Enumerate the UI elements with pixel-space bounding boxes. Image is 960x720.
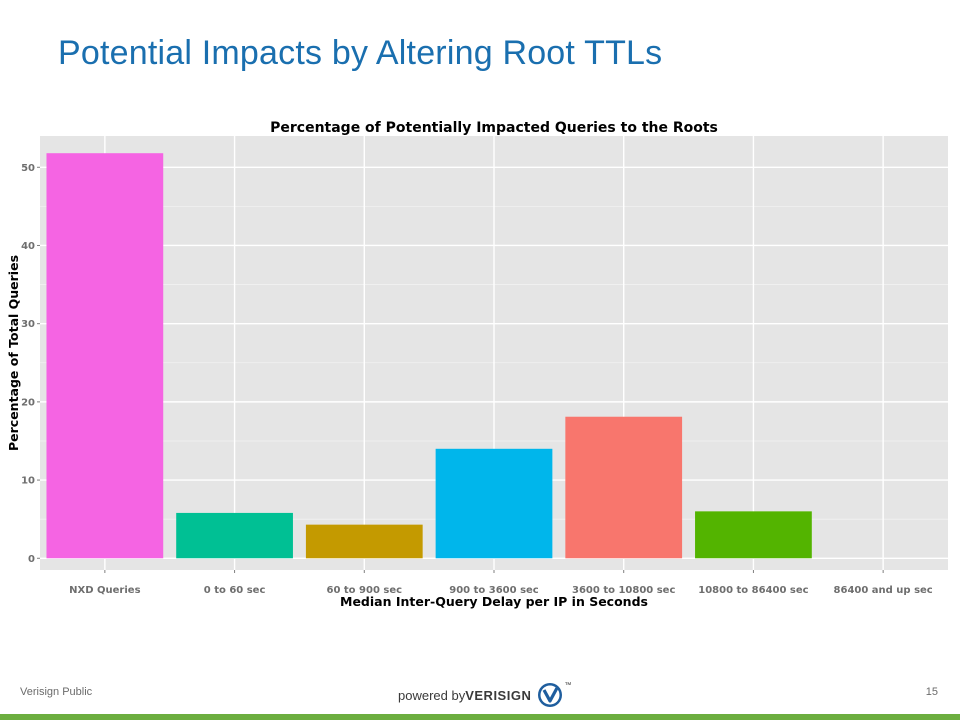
y-tick-label: 40: [21, 241, 35, 252]
x-tick-label: 0 to 60 sec: [204, 585, 266, 596]
x-axis: NXD Queries 0 to 60 sec 60 to 900 sec 900 t…: [69, 570, 933, 596]
y-tick-label: 50: [21, 163, 35, 174]
x-tick-label: 900 to 3600 sec: [449, 585, 539, 596]
x-tick-label: 10800 to 86400 sec: [698, 585, 808, 596]
bar-0-to-60-sec: [176, 512, 293, 559]
bar-60-to-900-sec: [305, 524, 423, 559]
brand-prefix: powered by: [398, 687, 466, 703]
bar-nxd-queries: [46, 153, 164, 559]
y-tick-label: 30: [21, 319, 35, 330]
bar-chart: Percentage of Potentially Impacted Queri…: [6, 120, 948, 609]
x-tick-label: 86400 and up sec: [834, 585, 933, 596]
bar-900-to-3600-sec: [435, 448, 553, 559]
x-axis-title: Median Inter-Query Delay per IP in Secon…: [340, 594, 648, 609]
y-axis: 0 10 20 30 40 50: [21, 163, 40, 565]
footer-classification: Verisign Public: [20, 686, 93, 698]
y-tick-label: 20: [21, 397, 35, 408]
bar-10800-to-86400-sec: [695, 511, 812, 559]
brand-trademark: ™: [564, 682, 572, 689]
y-tick-label: 10: [21, 476, 35, 487]
slide-title: Potential Impacts by Altering Root TTLs: [58, 34, 663, 72]
chart-title: Percentage of Potentially Impacted Queri…: [270, 120, 718, 136]
footer-accent-bar: [0, 714, 960, 720]
bar-3600-to-10800-sec: [565, 416, 683, 559]
brand-name: VERISIGN: [465, 687, 532, 703]
page-number: 15: [925, 686, 938, 698]
x-tick-label: NXD Queries: [69, 585, 140, 596]
x-tick-label: 3600 to 10800 sec: [572, 585, 675, 596]
y-tick-label: 0: [28, 554, 35, 565]
bars: [46, 153, 812, 559]
brand-lockup: powered by VERISIGN ™: [398, 682, 571, 708]
x-tick-label: 60 to 900 sec: [327, 585, 403, 596]
y-axis-title: Percentage of Total Queries: [6, 255, 21, 451]
verisign-check-logo-icon: [538, 683, 563, 707]
